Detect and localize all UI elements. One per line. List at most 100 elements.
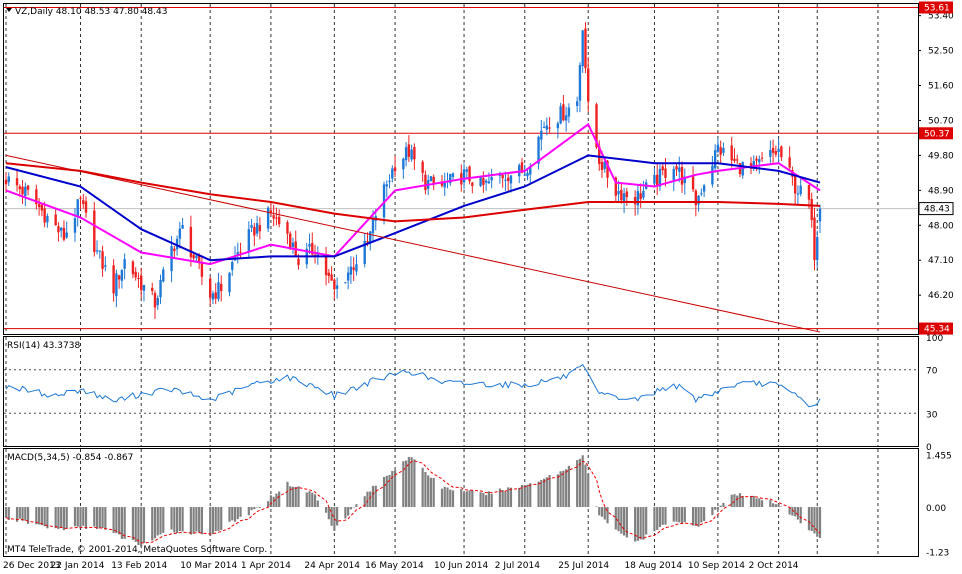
macd-bar [578,458,582,508]
macd-bar [576,460,579,508]
candle-body [680,166,684,185]
macd-tick-label: 1.455 [926,451,952,461]
y-tick-label: 50.70 [928,116,954,126]
candle-body [523,174,526,176]
macd-panel[interactable] [3,448,919,557]
candle-body [131,261,135,275]
macd-bar [131,507,135,540]
macd-bar [440,488,444,508]
macd-bar [156,507,159,536]
rsi-panel[interactable] [3,336,919,447]
candle-body [498,174,502,176]
candle-body [603,161,606,169]
candle-body [678,167,681,172]
macd-bar [275,493,278,508]
macd-bar [694,507,697,526]
candle-body [540,130,543,140]
candle-body [291,242,295,247]
macd-bar [556,474,559,508]
macd-bar [465,491,468,508]
macd-bar [639,507,642,540]
macd-bar [487,491,490,508]
candle-body [683,176,686,184]
candle-body [275,217,278,219]
candle-body [117,275,121,280]
macd-bar [189,507,192,535]
macd-bar [719,505,722,508]
candle-body [211,293,215,300]
candle-body [349,266,353,275]
macd-bar [777,504,780,508]
candle-body [796,193,800,195]
candle-body [95,250,99,252]
macd-bar [736,495,739,508]
price-panel[interactable] [3,3,919,335]
candle-body [214,292,217,299]
candle-body [26,185,30,190]
candle-body [46,215,49,223]
macd-bar [468,490,471,508]
candle-body [173,248,176,252]
candle-body [564,115,568,121]
macd-bar [711,507,714,516]
macd-bar [760,500,764,508]
y-tick-label: 51.60 [928,82,954,92]
candle-body [35,189,38,205]
macd-bar [799,507,802,524]
macd-bar [774,504,777,508]
candle-body [462,169,466,183]
candle-body [120,269,124,281]
dropdown-triangle-icon[interactable] [6,8,12,12]
macd-bar [120,507,123,539]
price-tag-text: 53.61 [924,3,950,13]
candle-body [711,165,714,185]
macd-bar [336,507,339,526]
macd-bar [151,507,154,541]
rsi-line [5,363,821,408]
macd-bar [443,486,446,508]
macd-bar [60,507,63,528]
macd-bar [504,491,507,508]
macd-bar [211,507,215,535]
macd-bar [479,492,482,508]
candle-body [449,174,452,184]
macd-bar [413,459,416,508]
x-tick-label: 10 Jun 2014 [434,561,488,571]
macd-bar [451,490,455,508]
macd-bar [567,465,571,508]
candle-body [366,241,369,243]
macd-bar [43,507,46,527]
y-tick-label: 48.90 [928,186,954,196]
macd-bar [393,470,397,508]
candle-body [642,190,645,198]
candle-body [82,200,85,205]
macd-bar [523,485,526,508]
macd-bar [316,500,319,508]
macd-bar [749,495,753,508]
macd-bar [236,507,239,520]
macd-bar [427,475,430,508]
macd-bar [716,507,720,510]
candle-body [813,217,816,260]
candle-body [468,166,471,182]
candle-body [153,293,157,308]
ma_long-line [5,162,821,223]
candle-body [37,204,41,208]
candle-body [713,150,717,169]
macd-bar [518,487,521,508]
macd-bar [344,507,347,519]
macd-bar [625,507,628,538]
candle-body [625,191,629,198]
macd-bar [123,507,126,539]
candle-body [59,227,63,231]
rsi-series [4,363,918,414]
candle-body [575,101,579,106]
candle-body [410,149,413,160]
macd-bar [520,484,524,508]
macd-bar [421,467,424,508]
trendline [5,154,821,333]
macd-bar [722,502,725,508]
candle-body [730,145,733,161]
macd-bar [54,507,57,529]
